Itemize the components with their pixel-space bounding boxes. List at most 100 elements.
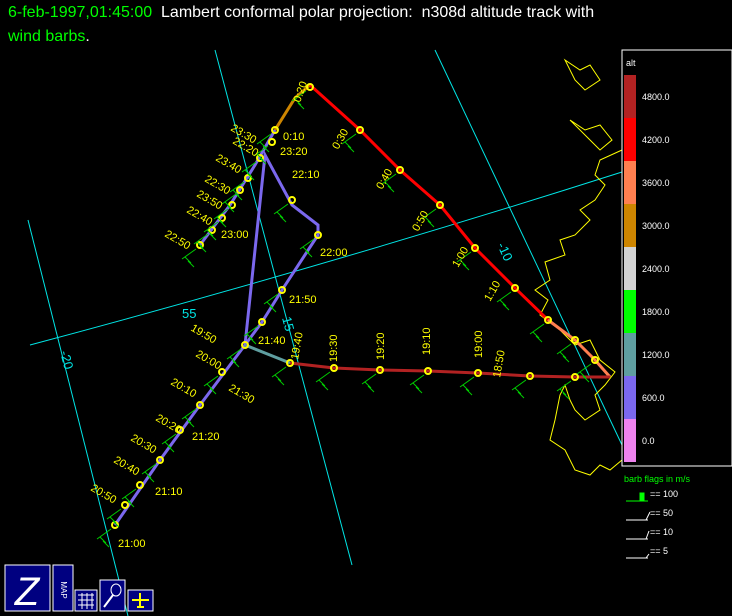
lon-line xyxy=(27,219,129,616)
track-point xyxy=(356,126,364,134)
wind-barb xyxy=(213,208,229,228)
time-label: 19:10 xyxy=(421,327,433,355)
grid-glyph xyxy=(78,593,94,609)
time-label: 21:30 xyxy=(227,382,257,406)
track-point xyxy=(526,372,534,380)
track-point xyxy=(136,481,144,489)
wind-barb xyxy=(459,376,475,396)
time-label: 0:40 xyxy=(374,167,395,192)
time-label: 22:40 xyxy=(185,204,215,228)
lat-line xyxy=(29,171,623,346)
coastline xyxy=(569,119,613,151)
wind-barb xyxy=(556,380,572,400)
track-point xyxy=(436,201,444,209)
colorbar-band xyxy=(624,290,636,333)
colorbar-band xyxy=(624,376,636,419)
time-label: 23:00 xyxy=(221,229,249,241)
barb-legend-title: barb flags in m/s xyxy=(624,474,691,484)
wind-barb xyxy=(291,90,307,110)
track-point xyxy=(544,316,552,324)
title-line-1: 6-feb-1997,01:45:00 Lambert conformal po… xyxy=(8,4,594,22)
barb-sample xyxy=(626,511,651,521)
lon-line xyxy=(434,49,623,446)
track-point xyxy=(571,373,579,381)
time-label: 22:50 xyxy=(163,228,193,252)
colorbar-label: 1800.0 xyxy=(642,307,670,317)
track-point xyxy=(306,83,314,91)
track-point xyxy=(121,501,129,509)
track-points xyxy=(96,83,599,548)
racket-glyph xyxy=(110,583,122,597)
flight-track xyxy=(113,83,612,526)
track-point xyxy=(424,367,432,375)
wind-barb xyxy=(299,238,315,258)
track-segment xyxy=(547,318,612,378)
wind-barb xyxy=(121,488,137,508)
track-point xyxy=(156,456,164,464)
wind-barb xyxy=(241,161,257,181)
wind-barb xyxy=(529,323,545,343)
track-point xyxy=(208,226,216,234)
coastline xyxy=(534,149,623,476)
wind-barb xyxy=(193,233,209,253)
track-segment xyxy=(273,83,311,131)
time-label: 21:10 xyxy=(155,486,183,498)
wind-barb xyxy=(181,248,197,268)
time-label: 0:10 xyxy=(283,131,304,143)
wind-barb xyxy=(141,463,157,483)
colorbar-label: 0.0 xyxy=(642,436,655,446)
time-label: 19:00 xyxy=(473,330,485,358)
graticule xyxy=(27,49,623,616)
colorbar-label: 4800.0 xyxy=(642,92,670,102)
track-point xyxy=(256,154,264,162)
track-point xyxy=(474,369,482,377)
wind-barb xyxy=(361,373,377,393)
colorbar-label: 2400.0 xyxy=(642,264,670,274)
track-point xyxy=(268,138,276,146)
barb-legend-item: == 50 xyxy=(650,508,673,518)
time-label: 21:20 xyxy=(192,431,220,443)
time-label: 19:50 xyxy=(189,322,219,346)
map-icon-label: MAP xyxy=(59,581,68,598)
wind-barb xyxy=(256,133,272,153)
wind-barb xyxy=(263,293,279,313)
track-segment xyxy=(244,343,291,365)
track-point xyxy=(278,286,286,294)
track-point xyxy=(196,401,204,409)
colorbar: 4800.0 4200.0 3600.0 3000.0 2400.0 1800.0 1200… xyxy=(624,75,670,462)
barb-sample xyxy=(626,553,650,559)
zeb-icon[interactable] xyxy=(4,564,51,612)
title: Lambert conformal polar projection: n308… xyxy=(161,4,595,21)
colorbar-band xyxy=(624,419,636,462)
wind-barb xyxy=(556,343,572,363)
track-point xyxy=(196,241,204,249)
time-label: 22:10 xyxy=(292,169,320,181)
wind-barb xyxy=(106,508,122,528)
track-point xyxy=(228,201,236,209)
date-time: 6-feb-1997,01:45:00 xyxy=(8,4,153,21)
wind-barb xyxy=(511,379,527,399)
map-icon[interactable] xyxy=(52,564,74,612)
time-label: 20:40 xyxy=(112,454,142,478)
colorbar-label: 1200.0 xyxy=(642,350,670,360)
wind-barb xyxy=(271,366,287,386)
track-point xyxy=(314,231,322,239)
wind-barb xyxy=(456,251,472,271)
wind-barb xyxy=(96,528,112,548)
wind-barb xyxy=(381,173,397,193)
wind-barb xyxy=(421,208,437,228)
time-label: 18:50 xyxy=(491,349,508,378)
colorbar-band xyxy=(624,247,636,290)
colorbar-label: 3000.0 xyxy=(642,221,670,231)
track-point xyxy=(396,166,404,174)
colorbar-band xyxy=(624,333,636,376)
barb-legend-item: == 5 xyxy=(650,546,668,556)
colorbar-band xyxy=(624,161,636,204)
time-label: 0:20 xyxy=(292,80,311,104)
track-point xyxy=(271,126,279,134)
colorbar-title: alt xyxy=(626,58,636,68)
track-point xyxy=(330,364,338,372)
time-label: 19:30 xyxy=(328,334,340,362)
